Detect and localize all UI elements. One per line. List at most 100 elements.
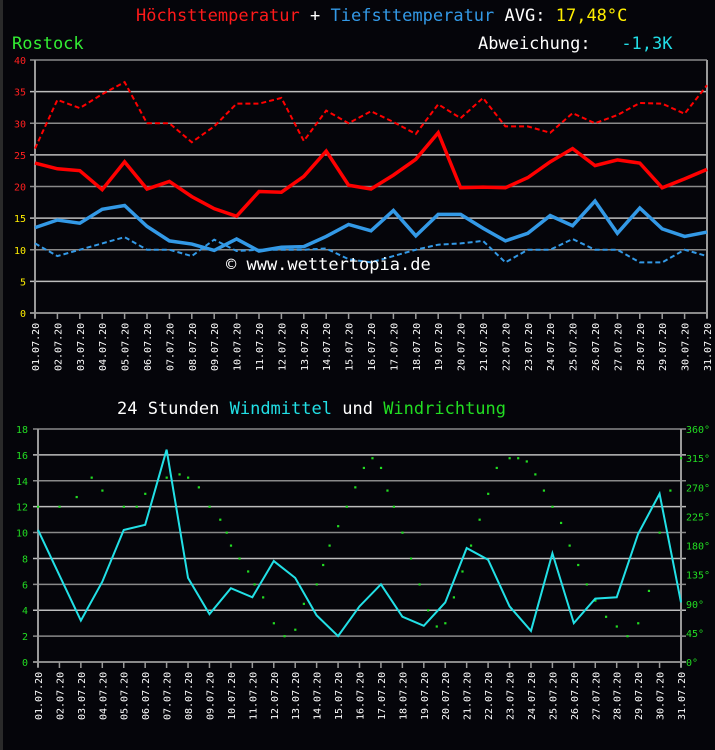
title-plus: +: [310, 6, 321, 26]
svg-text:12.07.20: 12.07.20: [277, 323, 288, 371]
title-min: Tiefsttemperatur: [330, 6, 495, 26]
svg-text:27.07.20: 27.07.20: [591, 672, 602, 720]
svg-text:09.07.20: 09.07.20: [205, 672, 216, 720]
avg-label: AVG:: [504, 6, 546, 26]
svg-text:10.07.20: 10.07.20: [233, 323, 244, 371]
svg-text:04.07.20: 04.07.20: [98, 672, 109, 720]
location-name: Rostock: [12, 34, 84, 54]
svg-text:25.07.20: 25.07.20: [569, 323, 580, 371]
deviation: Abweichung: -1,3K: [478, 34, 673, 54]
chart-title: Höchsttemperatur + Tiefsttemperatur AVG:…: [136, 6, 627, 26]
wind-title-part1: 24 Stunden: [117, 399, 220, 419]
svg-text:22.07.20: 22.07.20: [484, 672, 495, 720]
svg-text:03.07.20: 03.07.20: [77, 672, 88, 720]
svg-text:03.07.20: 03.07.20: [76, 323, 87, 371]
wind-chart-title: 24 Stunden Windmittel und Windrichtung: [117, 399, 506, 419]
watermark: © www.wettertopia.de: [226, 255, 431, 275]
svg-text:5: 5: [20, 277, 26, 288]
svg-text:08.07.20: 08.07.20: [188, 323, 199, 371]
svg-text:30.07.20: 30.07.20: [681, 323, 692, 371]
svg-text:270°: 270°: [686, 483, 710, 494]
svg-text:29.07.20: 29.07.20: [658, 323, 669, 371]
svg-text:18.07.20: 18.07.20: [398, 672, 409, 720]
svg-text:23.07.20: 23.07.20: [506, 672, 517, 720]
svg-text:18: 18: [16, 425, 28, 436]
svg-text:26.07.20: 26.07.20: [570, 672, 581, 720]
svg-text:16.07.20: 16.07.20: [356, 672, 367, 720]
svg-text:14.07.20: 14.07.20: [313, 672, 324, 720]
svg-text:21.07.20: 21.07.20: [463, 672, 474, 720]
svg-text:13.07.20: 13.07.20: [291, 672, 302, 720]
svg-text:24.07.20: 24.07.20: [527, 672, 538, 720]
svg-text:29.07.20: 29.07.20: [634, 672, 645, 720]
svg-text:6: 6: [22, 580, 28, 591]
svg-text:10: 10: [16, 529, 28, 540]
svg-text:02.07.20: 02.07.20: [55, 672, 66, 720]
svg-text:45°: 45°: [686, 629, 704, 640]
svg-text:07.07.20: 07.07.20: [165, 323, 176, 371]
svg-text:21.07.20: 21.07.20: [479, 323, 490, 371]
svg-text:315°: 315°: [686, 454, 710, 465]
svg-text:15.07.20: 15.07.20: [334, 672, 345, 720]
title-max: Höchsttemperatur: [136, 6, 300, 26]
wind-title-part4: Windrichtung: [383, 399, 507, 419]
svg-text:10: 10: [14, 246, 26, 257]
deviation-label: Abweichung:: [478, 34, 591, 54]
svg-text:30.07.20: 30.07.20: [656, 672, 667, 720]
svg-text:06.07.20: 06.07.20: [143, 323, 154, 371]
svg-text:05.07.20: 05.07.20: [121, 323, 132, 371]
svg-text:16.07.20: 16.07.20: [367, 323, 378, 371]
svg-text:35: 35: [14, 88, 26, 99]
svg-text:0: 0: [20, 309, 26, 320]
svg-text:90°: 90°: [686, 600, 704, 611]
svg-text:19.07.20: 19.07.20: [434, 323, 445, 371]
svg-text:05.07.20: 05.07.20: [120, 672, 131, 720]
svg-text:15.07.20: 15.07.20: [345, 323, 356, 371]
svg-text:08.07.20: 08.07.20: [184, 672, 195, 720]
svg-text:17.07.20: 17.07.20: [389, 323, 400, 371]
svg-text:19.07.20: 19.07.20: [420, 672, 431, 720]
svg-text:2: 2: [22, 632, 28, 643]
temperature-chart: 0 5 10 15 20 25 30 35 40 01.07.20 02.07.20 03.07.20…: [14, 56, 714, 371]
svg-text:13.07.20: 13.07.20: [300, 323, 311, 371]
svg-text:02.07.20: 02.07.20: [53, 323, 64, 371]
svg-text:20: 20: [14, 183, 26, 194]
svg-text:12.07.20: 12.07.20: [270, 672, 281, 720]
svg-text:17.07.20: 17.07.20: [377, 672, 388, 720]
svg-text:20.07.20: 20.07.20: [441, 672, 452, 720]
svg-text:0°: 0°: [686, 658, 698, 669]
svg-text:0: 0: [22, 658, 28, 669]
svg-text:31.07.20: 31.07.20: [703, 323, 714, 371]
svg-text:28.07.20: 28.07.20: [613, 672, 624, 720]
svg-text:25.07.20: 25.07.20: [548, 672, 559, 720]
svg-text:40: 40: [14, 56, 26, 67]
svg-text:135°: 135°: [686, 571, 710, 582]
svg-text:23.07.20: 23.07.20: [524, 323, 535, 371]
svg-text:09.07.20: 09.07.20: [210, 323, 221, 371]
left-border: [0, 0, 3, 750]
svg-text:07.07.20: 07.07.20: [163, 672, 174, 720]
svg-text:18.07.20: 18.07.20: [412, 323, 423, 371]
svg-text:27.07.20: 27.07.20: [613, 323, 624, 371]
svg-text:24.07.20: 24.07.20: [546, 323, 557, 371]
svg-text:14.07.20: 14.07.20: [322, 323, 333, 371]
wind-title-part3: und: [342, 399, 373, 419]
svg-text:22.07.20: 22.07.20: [501, 323, 512, 371]
svg-text:12: 12: [16, 503, 28, 514]
svg-text:180°: 180°: [686, 542, 710, 553]
svg-text:01.07.20: 01.07.20: [34, 672, 45, 720]
svg-text:14: 14: [16, 477, 28, 488]
svg-text:4: 4: [22, 606, 28, 617]
svg-text:06.07.20: 06.07.20: [141, 672, 152, 720]
svg-text:8: 8: [22, 554, 28, 565]
svg-text:31.07.20: 31.07.20: [677, 672, 688, 720]
svg-text:01.07.20: 01.07.20: [31, 323, 42, 371]
svg-text:360°: 360°: [686, 425, 710, 436]
avg-value: 17,48°C: [555, 6, 628, 26]
svg-text:04.07.20: 04.07.20: [98, 323, 109, 371]
svg-text:10.07.20: 10.07.20: [227, 672, 238, 720]
svg-text:30: 30: [14, 119, 26, 130]
svg-text:25: 25: [14, 151, 26, 162]
deviation-value: -1,3K: [621, 34, 673, 54]
